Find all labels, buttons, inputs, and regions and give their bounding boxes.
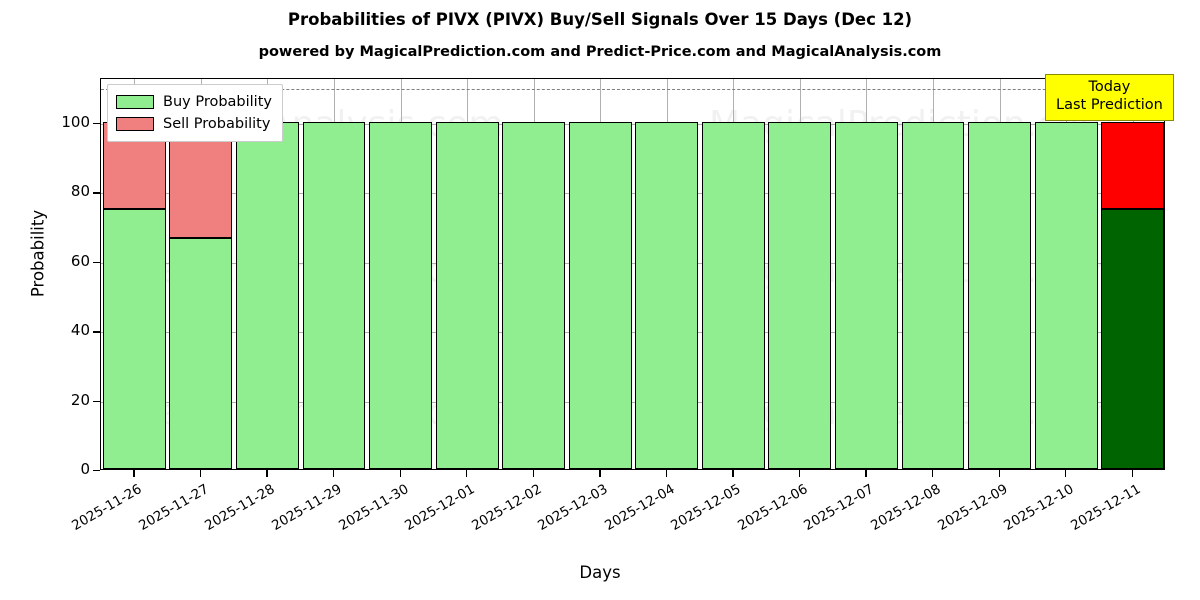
today-annotation-line1: Today bbox=[1088, 79, 1131, 95]
y-axis-tick-mark bbox=[93, 331, 100, 333]
bar-segment-buy[interactable] bbox=[835, 122, 898, 469]
threshold-line bbox=[101, 89, 1164, 91]
bar-group[interactable] bbox=[1034, 79, 1098, 469]
legend-label-sell: Sell Probability bbox=[163, 116, 271, 132]
y-axis-tick-label: 60 bbox=[70, 251, 90, 270]
x-axis-tick-mark bbox=[199, 470, 202, 477]
bar-segment-buy[interactable] bbox=[568, 122, 632, 469]
y-axis-tick-label: 100 bbox=[61, 113, 90, 132]
y-axis-tick-label: 0 bbox=[80, 460, 90, 478]
legend-item-buy: Buy Probability bbox=[116, 91, 272, 113]
x-axis-tick-mark bbox=[865, 470, 867, 477]
y-axis-tick-mark bbox=[93, 400, 100, 402]
chart-subtitle: powered by MagicalPrediction.com and Pre… bbox=[258, 44, 942, 60]
legend-swatch-sell bbox=[116, 117, 154, 131]
x-axis-tick-mark bbox=[798, 470, 801, 477]
legend-swatch-buy bbox=[116, 95, 154, 109]
bar-segment-buy[interactable] bbox=[701, 122, 765, 469]
bar-segment-buy[interactable] bbox=[768, 122, 832, 469]
bar-group[interactable] bbox=[701, 79, 765, 469]
bar-group[interactable] bbox=[968, 79, 1032, 469]
y-axis-tick-label: 80 bbox=[70, 182, 90, 201]
y-axis-tick-mark bbox=[93, 192, 100, 194]
y-axis-tick-label: 20 bbox=[70, 390, 90, 409]
y-axis-tick-mark bbox=[93, 123, 100, 125]
bar-segment-buy[interactable] bbox=[102, 208, 166, 469]
x-axis-tick-mark bbox=[399, 470, 401, 477]
x-axis-tick-mark bbox=[466, 470, 468, 477]
bar-group[interactable] bbox=[1101, 79, 1164, 469]
x-axis-tick-mark bbox=[1131, 470, 1134, 477]
x-axis-tick-mark bbox=[665, 470, 668, 477]
x-axis-tick-mark bbox=[599, 470, 601, 477]
bar-segment-buy[interactable] bbox=[369, 122, 432, 469]
today-annotation-line2: Last Prediction bbox=[1056, 96, 1163, 113]
bar-group[interactable] bbox=[369, 79, 432, 469]
bar-group[interactable] bbox=[302, 79, 366, 469]
x-axis-label: Days bbox=[579, 563, 621, 582]
x-axis-tick-mark bbox=[266, 470, 268, 477]
chart-title: Probabilities of PIVX (PIVX) Buy/Sell Si… bbox=[287, 10, 913, 29]
chart-legend: Buy Probability Sell Probability bbox=[107, 84, 283, 142]
legend-item-sell: Sell Probability bbox=[116, 113, 272, 135]
x-axis-tick-mark bbox=[1065, 470, 1067, 477]
gridline-horizontal bbox=[101, 124, 1164, 126]
bar-group[interactable] bbox=[502, 79, 566, 469]
bar-segment-buy[interactable] bbox=[302, 122, 366, 469]
bar-segment-buy[interactable] bbox=[235, 122, 299, 469]
y-axis-tick-mark bbox=[93, 261, 100, 264]
bar-segment-buy[interactable] bbox=[901, 122, 965, 469]
y-axis-tick-mark bbox=[93, 470, 100, 472]
bar-group[interactable] bbox=[435, 79, 499, 469]
bar-group[interactable] bbox=[635, 79, 699, 469]
legend-label-buy: Buy Probability bbox=[163, 94, 272, 110]
bar-segment-buy[interactable] bbox=[1101, 208, 1164, 469]
bar-segment-buy[interactable] bbox=[1034, 122, 1098, 469]
x-axis-tick-mark bbox=[133, 470, 135, 477]
gridline-horizontal bbox=[101, 193, 1164, 195]
bar-group[interactable] bbox=[235, 79, 299, 469]
y-axis-label: Probability bbox=[28, 209, 48, 298]
y-axis-tick-label: 40 bbox=[70, 321, 90, 340]
bar-group[interactable] bbox=[901, 79, 965, 469]
today-annotation: Today Last Prediction bbox=[1045, 74, 1174, 121]
x-axis-tick-mark bbox=[932, 470, 934, 477]
bar-group[interactable] bbox=[768, 79, 832, 469]
gridline-horizontal bbox=[101, 262, 1164, 264]
gridline-horizontal bbox=[101, 332, 1164, 334]
bar-segment-buy[interactable] bbox=[502, 122, 566, 469]
bar-group[interactable] bbox=[568, 79, 632, 469]
bar-group[interactable] bbox=[835, 79, 898, 469]
x-axis-tick-mark bbox=[998, 470, 1000, 477]
x-axis-tick-mark bbox=[732, 470, 734, 477]
bar-group[interactable] bbox=[102, 79, 166, 469]
bar-segment-buy[interactable] bbox=[169, 238, 233, 469]
bar-segment-buy[interactable] bbox=[635, 122, 699, 469]
x-axis-tick-mark bbox=[332, 470, 335, 477]
bar-segment-buy[interactable] bbox=[435, 122, 499, 469]
bar-segment-buy[interactable] bbox=[968, 122, 1032, 469]
gridline-horizontal bbox=[101, 401, 1164, 403]
bar-segment-sell[interactable] bbox=[1101, 122, 1164, 209]
x-axis-tick-mark bbox=[532, 470, 534, 477]
